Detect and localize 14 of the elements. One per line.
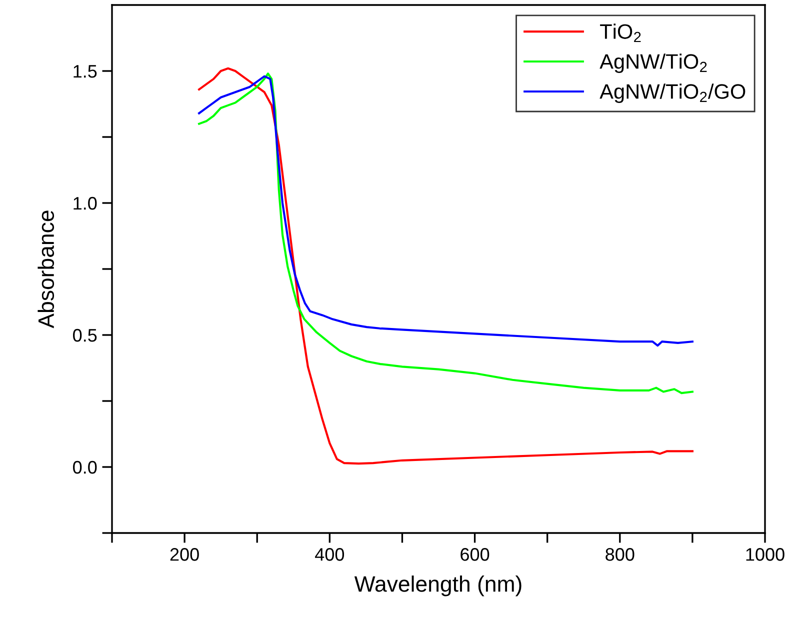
y-axis-title: Absorbance [38, 210, 54, 328]
y-tick-label: 1.5 [74, 65, 97, 78]
x-axis-title: Wavelength (nm) [354, 576, 522, 596]
legend-label: TiO$_{2}$ [600, 24, 641, 42]
y-tick-label: 1.0 [74, 196, 97, 210]
x-tick-label: 800 [606, 548, 634, 561]
y-tick-label: 0.5 [73, 328, 97, 342]
y-tick-label: 0.0 [73, 460, 97, 474]
legend-label: AgNW/TiO$_{2}$ [600, 54, 707, 74]
x-tick-label: 200 [170, 548, 199, 561]
legend-label: AgNW/TiO$_{2}$/GO [600, 84, 746, 104]
x-tick-label: 600 [460, 548, 490, 561]
x-tick-label: 1000 [746, 548, 784, 561]
x-tick-label: 400 [315, 548, 344, 561]
